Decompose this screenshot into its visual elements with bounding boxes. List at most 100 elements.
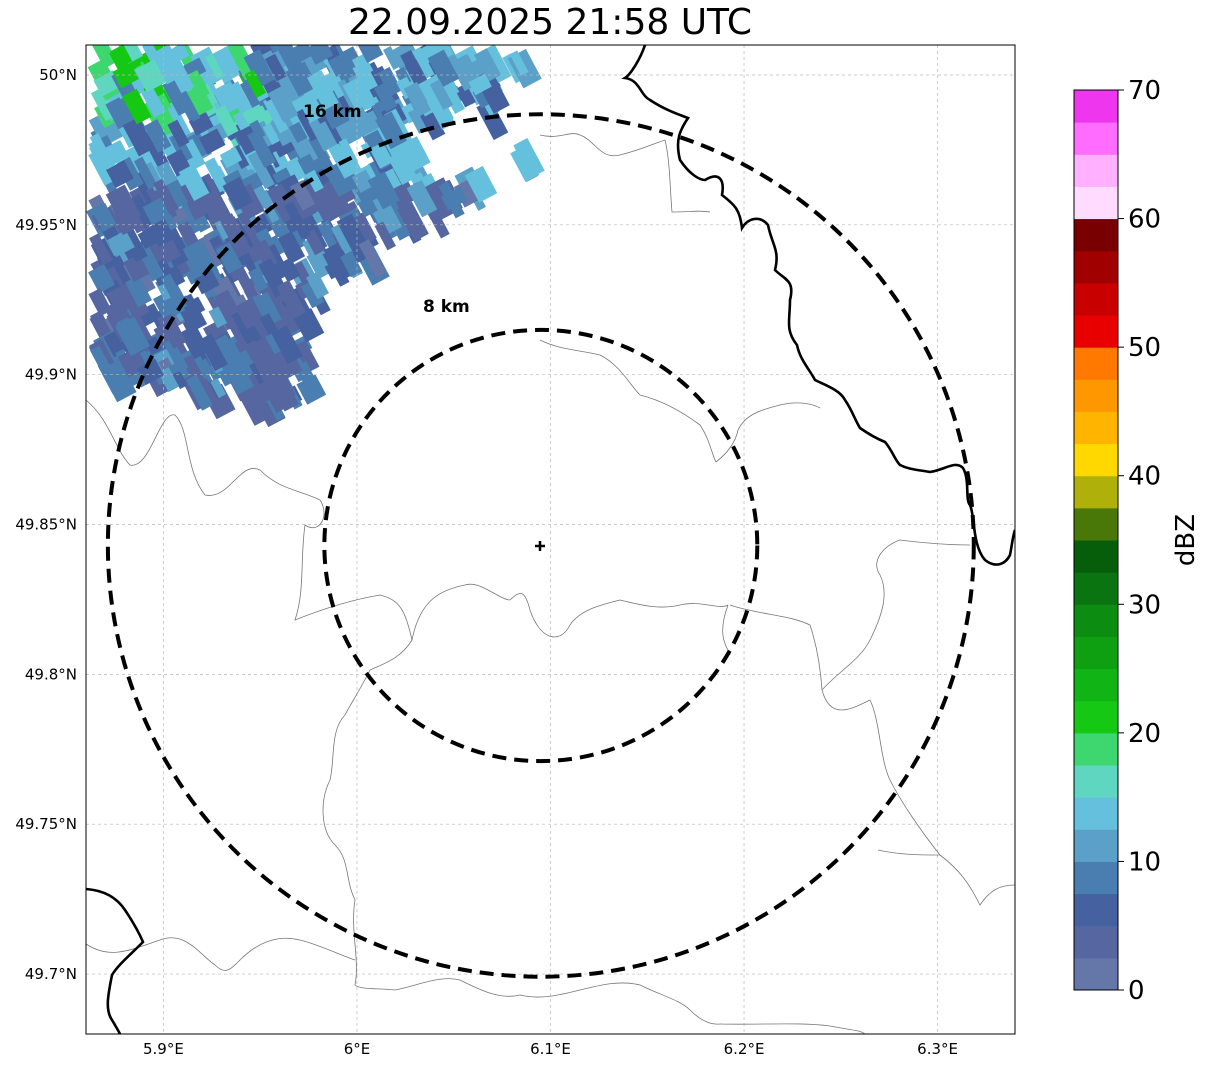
echo-gate (248, 267, 269, 293)
echo-gate (407, 108, 428, 134)
colorbar-tick-label: 40 (1128, 462, 1161, 492)
echo-gate (382, 45, 402, 70)
colorbar-segment (1074, 765, 1118, 798)
echo-gate (219, 146, 243, 169)
echo-gate (303, 228, 326, 256)
colorbar-segment (1074, 411, 1118, 445)
colorbar-tick-label: 50 (1128, 333, 1161, 363)
echo-gate (446, 91, 465, 115)
echo-gate (122, 88, 152, 125)
echo-gate (251, 351, 283, 390)
echo-gate (406, 180, 438, 218)
echo-gate (125, 275, 153, 308)
echo-gate (351, 169, 375, 193)
lat-tick-label: 50°N (39, 66, 77, 84)
echo-gate (330, 263, 350, 287)
echo-gate (312, 183, 342, 213)
echo-gate (243, 49, 276, 88)
colorbar-segment (1074, 861, 1118, 895)
colorbar-tick-label: 70 (1128, 76, 1161, 106)
echo-gate (293, 307, 325, 343)
echo-gate (214, 105, 239, 137)
gridlines (86, 45, 1015, 1034)
echo-gate (306, 271, 329, 300)
echo-gate (360, 68, 378, 91)
echo-gate (198, 333, 228, 372)
echo-gate (204, 157, 231, 193)
colorbar-segment (1074, 347, 1118, 380)
map-frame (85, 44, 1016, 1035)
colorbar-tick-label: 30 (1128, 590, 1161, 620)
echo-gate (330, 144, 353, 169)
colorbar-segment (1074, 829, 1118, 862)
echo-gate (358, 45, 384, 64)
echo-gate (172, 370, 188, 390)
echo-gate (102, 139, 129, 166)
lon-tick-label: 6°E (344, 1040, 371, 1058)
echo-gate (469, 59, 485, 77)
echo-gate (425, 177, 451, 201)
echo-gate (376, 66, 402, 98)
echo-gate (183, 331, 208, 360)
lon-tick-label: 6.3°E (917, 1040, 958, 1058)
echo-gate (482, 83, 510, 114)
echo-gate (186, 374, 213, 411)
echo-gate (141, 87, 166, 118)
echo-gate (178, 90, 201, 122)
colorbar-segment (1074, 636, 1118, 670)
echo-gate (476, 99, 509, 141)
colorbar-segment (1074, 443, 1118, 477)
echo-gate (327, 50, 356, 77)
echo-gate (122, 117, 155, 157)
echo-gate (234, 297, 265, 330)
colorbar-segment (1074, 893, 1118, 927)
echo-gate (340, 250, 363, 278)
echo-gate (165, 56, 195, 94)
national-border (86, 45, 1015, 1034)
echo-gate (288, 121, 308, 144)
echo-gate (342, 76, 376, 115)
colorbar-tick-label: 60 (1128, 205, 1161, 235)
echo-gate (227, 45, 258, 81)
colorbar-segment (1074, 700, 1118, 734)
echo-gate (289, 180, 316, 211)
echo-gate (133, 156, 158, 190)
echo-gate (152, 294, 172, 319)
echo-gate (88, 137, 110, 162)
colorbar-segment (1074, 186, 1118, 220)
radar-site-marker (535, 541, 545, 551)
echo-gate (369, 142, 394, 169)
echo-gate (157, 311, 187, 349)
echo-gate (403, 81, 428, 109)
colorbar-segment (1074, 925, 1118, 959)
range-ring-16km (105, 112, 976, 979)
echo-gate (297, 153, 318, 175)
colorbar-segment (1074, 250, 1118, 284)
echo-gate (267, 85, 299, 123)
echo-gate (438, 181, 465, 219)
colorbar-label: dBZ (1171, 514, 1201, 566)
echo-gate (238, 390, 267, 426)
echo-gate (107, 230, 135, 258)
echo-gate (89, 233, 113, 266)
colorbar-segment (1074, 540, 1118, 573)
admin-borders (86, 133, 1015, 1034)
echo-gate (169, 132, 193, 163)
echo-gate (134, 59, 167, 93)
colorbar-segment (1074, 957, 1118, 991)
echo-gate (509, 50, 529, 76)
radar-echo-layer (86, 45, 545, 428)
echo-gate (148, 218, 176, 247)
colorbar-segment (1074, 315, 1118, 348)
echo-gate (375, 111, 407, 150)
echo-gate (367, 194, 403, 236)
echo-gate (185, 69, 210, 100)
echo-gate (427, 49, 460, 87)
colorbar-segment (1074, 218, 1118, 252)
lon-tick-label: 6.2°E (724, 1040, 765, 1058)
lat-tick-label: 49.9°N (25, 366, 77, 384)
echo-gate (464, 165, 498, 203)
lon-tick-label: 6.1°E (530, 1040, 571, 1058)
echo-gate (210, 378, 227, 399)
